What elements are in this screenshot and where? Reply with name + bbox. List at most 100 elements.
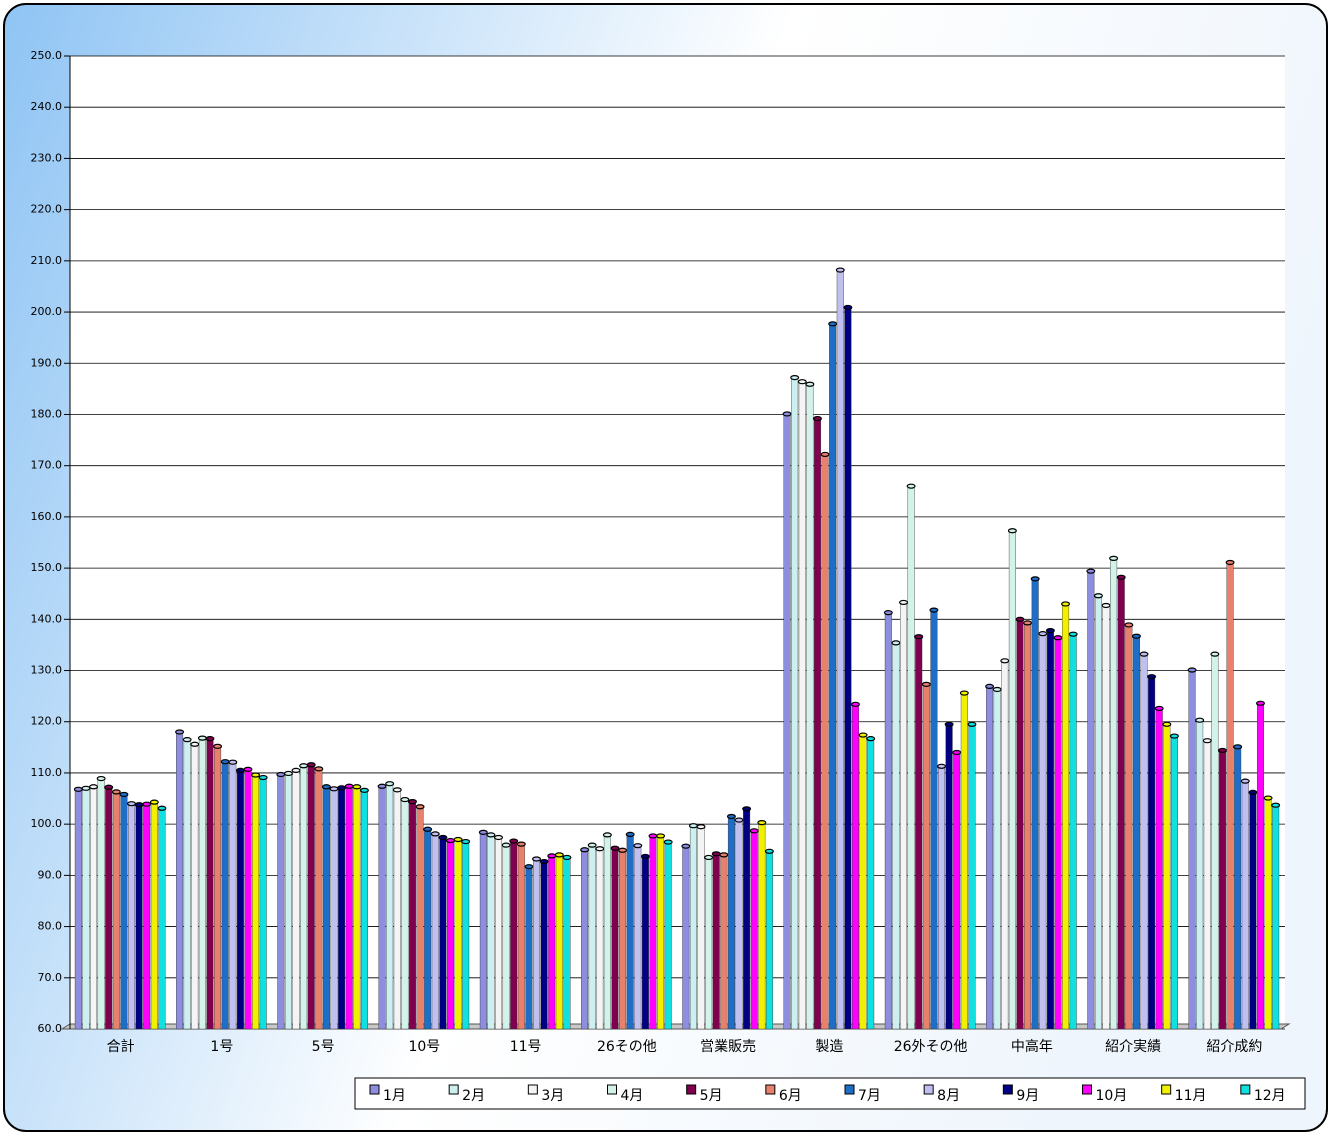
bar-cap: [337, 785, 347, 791]
bar-cap: [127, 801, 137, 807]
bar: [386, 783, 394, 1030]
bar-cap: [283, 770, 293, 777]
legend-label: 3月: [541, 1088, 564, 1104]
x-tick-label: 10号: [408, 1039, 440, 1055]
bar: [1211, 653, 1219, 1030]
bar-cap: [688, 823, 698, 829]
bar: [1046, 630, 1054, 1030]
bar-cap: [532, 856, 542, 862]
bar: [292, 770, 300, 1030]
bar-cap: [1101, 602, 1111, 609]
x-tick-label: 26その他: [597, 1039, 657, 1055]
bar-cap: [850, 701, 860, 707]
bar: [765, 851, 773, 1030]
bar-cap: [329, 786, 339, 792]
bar: [727, 816, 735, 1030]
bar-cap: [392, 787, 402, 793]
bar-cap: [228, 759, 238, 765]
bar: [859, 734, 867, 1030]
bar: [540, 861, 548, 1030]
bar: [454, 839, 462, 1030]
bar: [338, 787, 346, 1030]
bar-cap: [306, 762, 316, 768]
bar-cap: [719, 852, 729, 858]
bar-cap: [663, 839, 673, 845]
bar-cap: [73, 786, 83, 792]
bar-cap: [258, 774, 268, 781]
bar: [1087, 570, 1095, 1030]
bar: [603, 834, 611, 1030]
bar: [986, 686, 994, 1030]
bar-cap: [580, 847, 590, 853]
bar: [183, 739, 191, 1030]
bar: [915, 636, 923, 1030]
legend-label: 8月: [937, 1088, 960, 1104]
x-tick-label: 5号: [312, 1039, 335, 1055]
bar-cap: [726, 813, 736, 820]
x-tick-label: 製造: [815, 1039, 843, 1055]
bar-cap: [812, 415, 822, 422]
bar-cap: [182, 737, 192, 743]
bar: [664, 841, 672, 1030]
bar-cap: [1068, 631, 1078, 637]
bar: [322, 786, 330, 1030]
bar: [525, 866, 533, 1030]
bar: [1054, 637, 1062, 1030]
bar: [829, 323, 837, 1030]
bar: [1008, 530, 1016, 1030]
bar: [198, 737, 206, 1030]
bar: [307, 764, 315, 1030]
bar: [1094, 595, 1102, 1030]
bar-cap: [175, 729, 185, 735]
bar-cap: [797, 379, 807, 385]
bar: [431, 833, 439, 1030]
bar: [424, 829, 432, 1030]
bar: [960, 692, 968, 1030]
bar: [112, 791, 120, 1030]
bar: [315, 768, 323, 1030]
bar-cap: [314, 766, 324, 772]
bar: [74, 789, 82, 1030]
y-tick-label: 160.0: [31, 510, 63, 523]
bar-cap: [149, 799, 159, 805]
bar: [1031, 578, 1039, 1030]
bar-cap: [843, 304, 853, 311]
bar: [1016, 619, 1024, 1030]
bar: [214, 746, 222, 1030]
bar-cap: [1086, 568, 1096, 574]
bar: [892, 642, 900, 1030]
bar-cap: [587, 842, 597, 848]
legend-label: 11月: [1175, 1088, 1207, 1104]
bar: [611, 848, 619, 1030]
bar: [408, 801, 416, 1030]
bar-cap: [640, 853, 650, 860]
floor: [60, 1023, 1291, 1030]
bar: [1234, 746, 1242, 1030]
bar: [517, 843, 525, 1030]
bar-cap: [681, 843, 691, 849]
legend-swatch: [1002, 1084, 1013, 1095]
legend-swatch: [923, 1084, 934, 1095]
bar: [641, 856, 649, 1030]
bar-cap: [423, 826, 433, 832]
bar: [1155, 708, 1163, 1030]
bar: [487, 834, 495, 1030]
bar-cap: [453, 836, 463, 843]
y-tick-label: 80.0: [38, 920, 63, 933]
x-tick-label: 営業販売: [700, 1039, 756, 1055]
bar: [236, 770, 244, 1030]
bar-cap: [438, 834, 448, 841]
bar: [938, 766, 946, 1030]
bar-cap: [1255, 700, 1265, 706]
x-tick-label: 合計: [107, 1039, 135, 1055]
bar-cap: [618, 847, 628, 853]
bar-cap: [610, 845, 620, 851]
bar-cap: [96, 775, 106, 782]
bar-cap: [1147, 674, 1157, 680]
bar: [1140, 653, 1148, 1030]
x-tick-label: 中高年: [1011, 1038, 1053, 1055]
bar: [206, 738, 214, 1030]
bar-cap: [937, 763, 947, 769]
